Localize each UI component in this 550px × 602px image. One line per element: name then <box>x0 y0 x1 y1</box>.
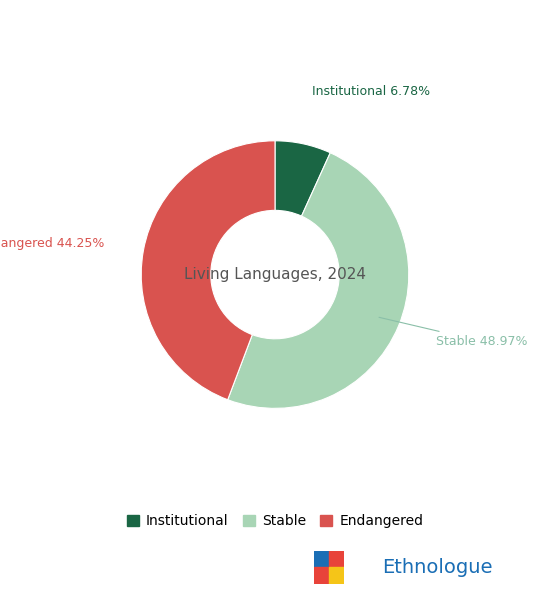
Text: Stable 48.97%: Stable 48.97% <box>379 317 527 348</box>
Wedge shape <box>228 153 409 408</box>
Wedge shape <box>141 141 275 400</box>
Bar <box>329 551 344 567</box>
Text: Institutional 6.78%: Institutional 6.78% <box>312 85 430 98</box>
Text: Endangered 44.25%: Endangered 44.25% <box>0 237 104 250</box>
Text: Ethnologue: Ethnologue <box>382 558 493 577</box>
Bar <box>314 567 329 584</box>
Bar <box>329 567 344 584</box>
Legend: Institutional, Stable, Endangered: Institutional, Stable, Endangered <box>121 509 429 534</box>
Wedge shape <box>275 141 331 216</box>
Text: Living Languages, 2024: Living Languages, 2024 <box>184 267 366 282</box>
Bar <box>314 551 329 567</box>
